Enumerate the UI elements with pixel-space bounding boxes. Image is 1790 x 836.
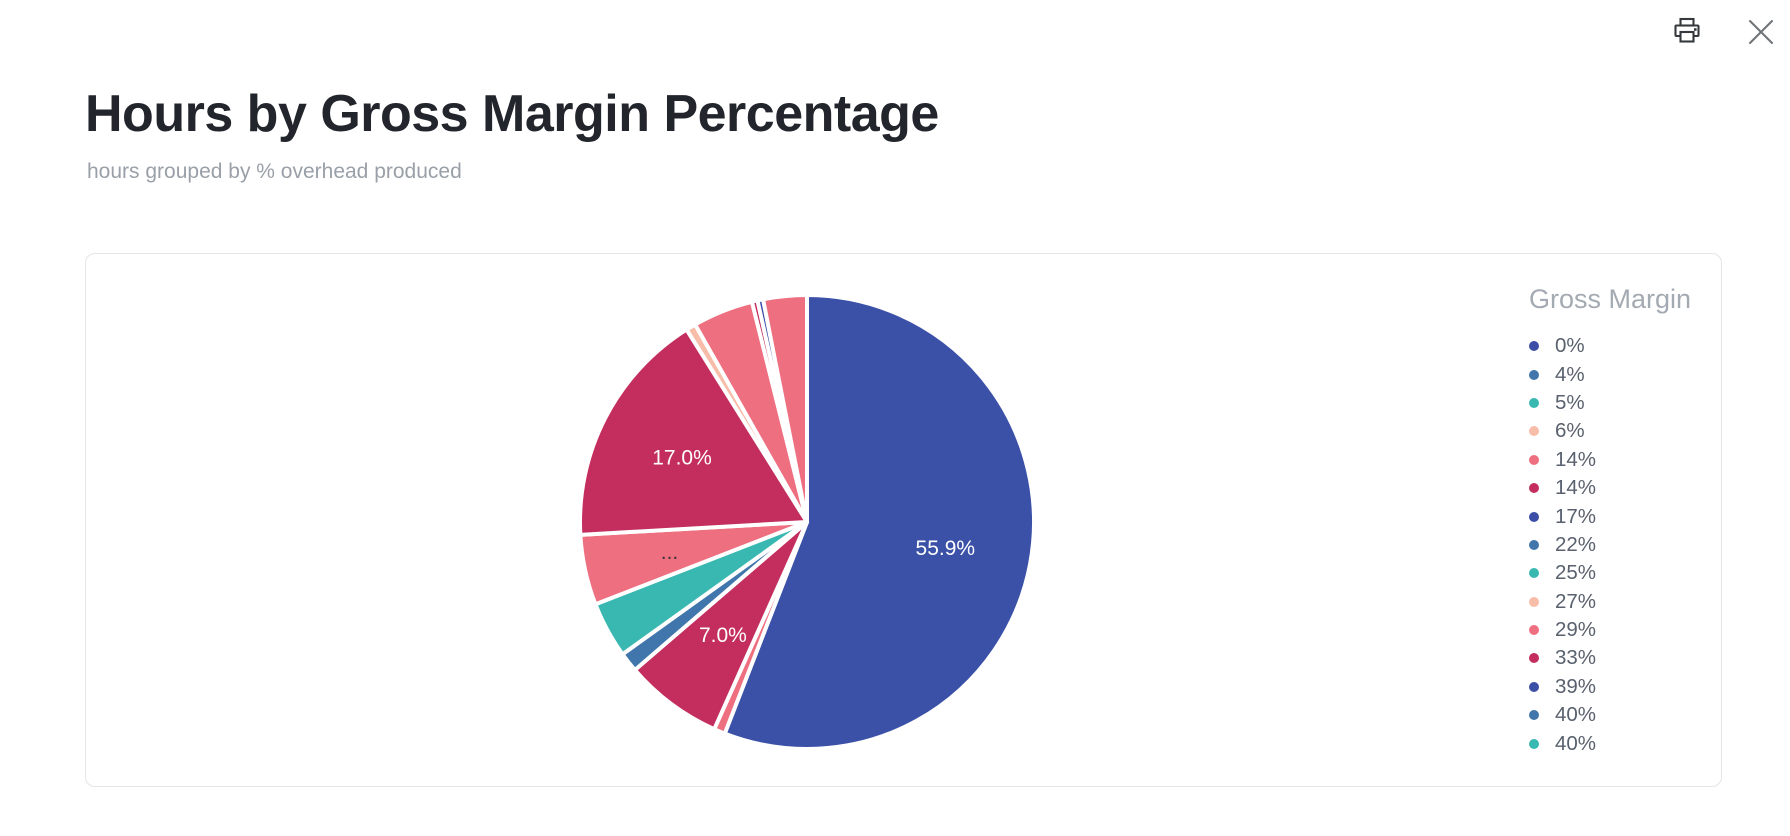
legend-label: 29% [1555,618,1597,642]
legend-item[interactable]: 14% [1529,446,1719,474]
legend-label: 22% [1555,532,1597,556]
legend-dot [1529,426,1539,437]
pie-slice[interactable] [577,327,809,537]
legend-item[interactable]: 39% [1529,673,1719,701]
legend-label: 4% [1555,362,1585,386]
legend-dot [1529,341,1539,352]
legend-title: Gross Margin [1529,284,1692,314]
legend-item[interactable]: 0% [1529,332,1719,360]
print-icon [1674,17,1700,43]
legend-label: 40% [1555,703,1597,727]
pie-slice[interactable] [761,293,809,524]
legend-dot [1529,454,1539,465]
legend-dot [1529,625,1539,636]
legend-label: 14% [1555,447,1597,471]
legend-dot [1529,511,1539,522]
page-subtitle: hours grouped by % overhead produced [87,160,462,183]
legend-dot [1529,681,1539,692]
legend-dot [1529,653,1539,664]
legend-dot [1529,397,1539,408]
legend-item[interactable]: 27% [1529,588,1719,616]
legend-label: 25% [1555,561,1597,585]
legend-item[interactable]: 4% [1529,360,1719,388]
legend-item[interactable]: 29% [1529,616,1719,644]
chart-legend: Gross Margin 0% 4% 5% 6% 14% 14% 17% 22% 25% 27% 2… [1529,283,1719,758]
legend-item[interactable]: 22% [1529,531,1719,559]
legend-items: 0% 4% 5% 6% 14% 14% 17% 22% 25% 27% 29% 33% 39% 40% 40… [1529,332,1719,758]
legend-item[interactable]: 33% [1529,644,1719,672]
legend-item[interactable]: 5% [1529,389,1719,417]
legend-label: 6% [1555,419,1585,443]
legend-label: 17% [1555,504,1597,528]
legend-label: 33% [1555,646,1597,670]
legend-label: 39% [1555,674,1597,698]
legend-item[interactable]: 6% [1529,417,1719,445]
legend-dot [1529,483,1539,494]
legend-label: 14% [1555,476,1597,500]
legend-dot [1529,738,1539,749]
close-icon [1749,20,1773,44]
legend-item[interactable]: 40% [1529,729,1719,757]
legend-item[interactable]: 25% [1529,559,1719,587]
print-button[interactable] [1670,14,1704,48]
legend-dot [1529,596,1539,607]
legend-item[interactable]: 14% [1529,474,1719,502]
legend-item[interactable]: 17% [1529,502,1719,530]
legend-dot [1529,539,1539,550]
page-title: Hours by Gross Margin Percentage [85,85,939,143]
legend-label: 27% [1555,589,1597,613]
legend-dot [1529,568,1539,579]
legend-dot [1529,710,1539,721]
legend-item[interactable]: 40% [1529,701,1719,729]
legend-label: 40% [1555,731,1597,755]
legend-label: 0% [1555,334,1585,358]
legend-dot [1529,369,1539,380]
close-button[interactable] [1746,17,1776,47]
legend-label: 5% [1555,390,1585,414]
pie-slice[interactable] [722,293,1036,751]
